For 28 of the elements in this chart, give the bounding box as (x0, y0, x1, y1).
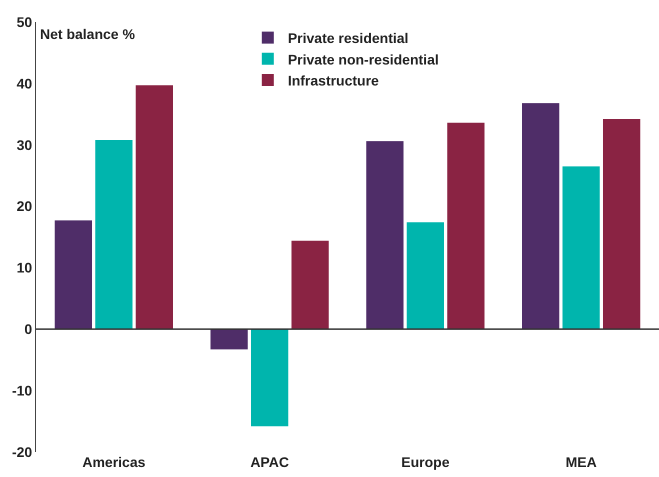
bar (54, 220, 92, 330)
bar (291, 240, 329, 330)
bar (210, 329, 248, 350)
bar (95, 140, 132, 330)
x-tick-label: MEA (566, 454, 597, 470)
bar (602, 119, 640, 330)
y-axis-title: Net balance % (40, 26, 136, 42)
y-tick-label: 30 (16, 136, 32, 153)
y-tick-label: 40 (16, 75, 32, 92)
x-tick-label: APAC (250, 454, 289, 470)
legend-label: Private residential (288, 30, 408, 46)
bar (562, 166, 600, 330)
legend-label: Infrastructure (288, 72, 380, 88)
y-tick-label: -10 (12, 382, 32, 398)
bar (522, 103, 560, 330)
legend-label: Private non-residential (288, 51, 439, 68)
bar (366, 141, 404, 330)
bar (251, 329, 288, 426)
y-tick-label: 10 (16, 260, 32, 276)
bar (406, 222, 444, 330)
y-tick-label: 50 (16, 14, 32, 30)
x-tick-label: Americas (82, 454, 146, 470)
x-tick-label: Europe (401, 454, 450, 470)
y-tick-label: -20 (12, 444, 32, 460)
y-tick-label: 0 (24, 321, 32, 338)
bar (136, 85, 173, 330)
bar (447, 122, 484, 330)
y-tick-label: 20 (16, 198, 32, 214)
